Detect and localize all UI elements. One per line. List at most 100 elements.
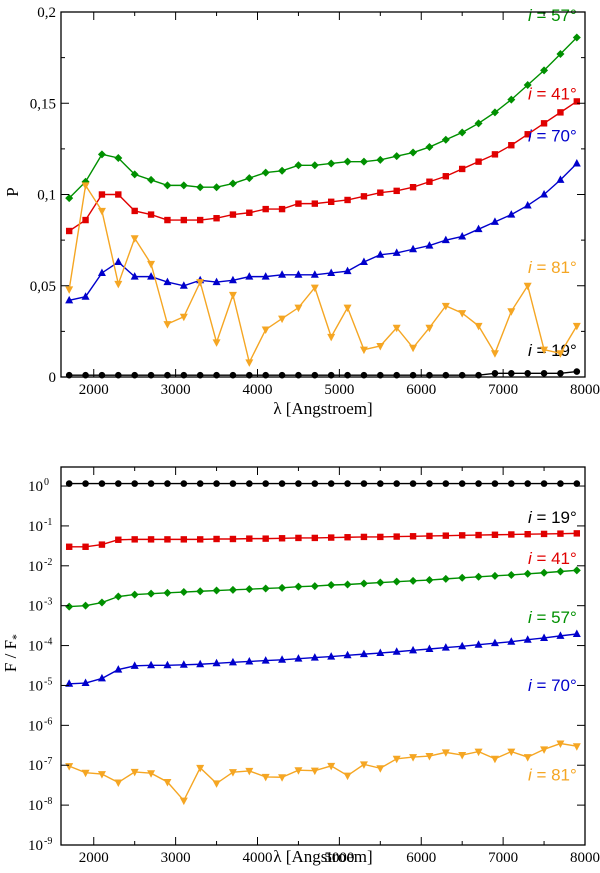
- data-point: [130, 272, 139, 280]
- data-point: [524, 480, 531, 487]
- data-point: [65, 543, 73, 550]
- data-point: [229, 535, 237, 543]
- data-point: [179, 181, 188, 190]
- data-point: [81, 678, 90, 687]
- data-point: [343, 580, 352, 589]
- data-point: [81, 601, 90, 610]
- data-point: [163, 321, 172, 329]
- data-point: [196, 536, 204, 543]
- data-point: [556, 175, 565, 183]
- data-point: [278, 166, 287, 175]
- data-point: [294, 767, 303, 775]
- data-point: [392, 647, 401, 655]
- data-point: [556, 740, 565, 749]
- data-point: [212, 586, 221, 595]
- data-point: [261, 584, 270, 593]
- data-point: [343, 650, 352, 659]
- data-point: [114, 154, 123, 162]
- data-point: [540, 66, 549, 75]
- data-point: [523, 754, 532, 762]
- data-point: [164, 216, 171, 224]
- data-point: [572, 33, 581, 42]
- data-point: [246, 209, 253, 216]
- data-point: [246, 535, 253, 542]
- data-point: [327, 159, 336, 168]
- data-point: [327, 534, 335, 541]
- data-point: [458, 128, 467, 137]
- x-tick-label: 3000: [161, 382, 191, 398]
- data-point: [508, 370, 515, 377]
- data-point: [490, 755, 499, 764]
- data-point: [311, 200, 319, 207]
- data-point: [409, 576, 418, 585]
- data-point: [507, 570, 516, 579]
- data-point: [65, 194, 74, 203]
- data-point: [540, 746, 549, 754]
- data-point: [163, 778, 172, 787]
- data-point: [295, 534, 302, 542]
- data-point: [573, 368, 581, 375]
- y-tick-exponent: -5: [44, 676, 52, 687]
- data-point: [180, 216, 188, 224]
- data-point: [490, 571, 499, 580]
- data-point: [573, 530, 581, 537]
- data-point: [409, 344, 418, 353]
- data-point: [377, 533, 384, 541]
- data-point: [425, 143, 434, 152]
- series-57-deg: [65, 566, 581, 611]
- data-point: [310, 284, 319, 293]
- data-point: [115, 480, 122, 487]
- data-point: [359, 257, 368, 266]
- series-label: i = 41°: [528, 549, 577, 568]
- data-point: [426, 480, 433, 487]
- data-point: [441, 235, 450, 244]
- data-point: [458, 532, 466, 539]
- series-41-deg: [65, 530, 581, 550]
- data-point: [131, 207, 138, 215]
- series-label: i = 19°: [528, 508, 577, 527]
- data-point: [294, 582, 303, 591]
- data-point: [344, 480, 351, 487]
- data-point: [359, 761, 368, 769]
- data-point: [261, 326, 270, 335]
- y-tick-label: 10: [28, 639, 43, 655]
- y-tick-label: 0,1: [37, 188, 56, 204]
- data-point: [278, 535, 286, 542]
- x-tick-label: 2000: [79, 382, 109, 398]
- data-point: [212, 339, 221, 347]
- data-point: [441, 135, 450, 144]
- data-point: [425, 644, 434, 653]
- x-tick-label: 4000: [243, 382, 273, 398]
- data-point: [393, 480, 400, 487]
- data-point: [212, 183, 221, 192]
- data-point: [196, 764, 205, 773]
- data-point: [491, 151, 499, 158]
- data-point: [82, 480, 89, 487]
- data-point: [376, 578, 385, 587]
- data-point: [228, 585, 237, 594]
- data-point: [163, 181, 172, 190]
- series-57-deg: [65, 33, 581, 203]
- data-point: [557, 530, 564, 537]
- data-point: [97, 207, 106, 216]
- data-point: [442, 173, 450, 180]
- x-tick-label: 5000: [324, 382, 354, 398]
- data-point: [507, 308, 516, 316]
- data-point: [523, 81, 532, 89]
- data-point: [147, 536, 155, 543]
- data-point: [295, 200, 302, 207]
- data-point: [360, 193, 368, 200]
- data-point: [310, 270, 319, 278]
- data-point: [130, 661, 139, 669]
- y-tick-exponent: -8: [44, 796, 52, 807]
- data-point: [310, 653, 319, 661]
- data-point: [343, 157, 352, 166]
- data-point: [65, 295, 74, 304]
- data-point: [393, 187, 400, 195]
- data-point: [409, 244, 418, 253]
- data-point: [409, 754, 418, 762]
- data-point: [557, 480, 564, 487]
- series-70-deg: [65, 158, 581, 304]
- data-point: [425, 241, 434, 249]
- data-point: [179, 281, 188, 289]
